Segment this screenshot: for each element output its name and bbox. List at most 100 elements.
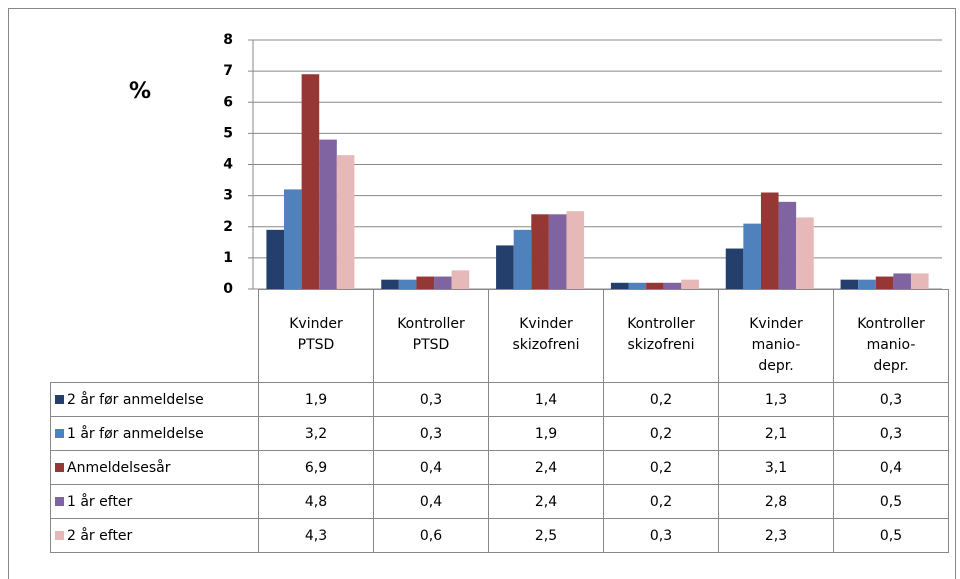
bar — [858, 279, 876, 289]
legend-key — [55, 462, 64, 472]
value-cell: 0,4 — [373, 484, 489, 519]
value-cell: 1,9 — [258, 382, 374, 417]
y-tick-label: 8 — [223, 32, 233, 48]
legend-key — [55, 394, 64, 404]
chart-frame — [8, 8, 956, 579]
value-cell: 3,1 — [718, 450, 834, 485]
bar — [681, 279, 699, 289]
bar — [451, 270, 470, 289]
bar — [893, 273, 911, 289]
legend-cell: 2 år efter — [50, 518, 259, 553]
bar — [398, 279, 417, 289]
bar — [646, 282, 664, 289]
bar — [610, 282, 629, 289]
category-label: Kvinder PTSD — [289, 316, 343, 353]
bar — [531, 214, 549, 289]
legend-cell: 2 år før anmeldelse — [50, 382, 259, 417]
bar — [434, 276, 452, 289]
legend-label: 1 år efter — [67, 493, 133, 510]
bar — [284, 189, 302, 289]
value-cell: 0,2 — [603, 484, 719, 519]
bar — [875, 276, 894, 289]
bar — [743, 223, 761, 289]
legend-label: 2 år efter — [67, 527, 133, 544]
bar — [513, 229, 532, 289]
table-row: Anmeldelsesår 6,9 0,4 2,4 0,2 3,1 0,4 — [50, 450, 949, 485]
legend-cell: Anmeldelsesår — [50, 450, 259, 485]
bar — [663, 282, 682, 289]
category-label: Kvinder skizofreni — [512, 316, 580, 353]
table-row: 2 år efter 4,3 0,6 2,5 0,3 2,3 0,5 — [50, 518, 949, 553]
value-cell: 2,5 — [488, 518, 604, 553]
value-cell: 0,6 — [373, 518, 489, 553]
bar — [725, 248, 744, 289]
value-cell: 0,2 — [603, 416, 719, 451]
value-cell: 2,4 — [488, 484, 604, 519]
value-cell: 1,4 — [488, 382, 604, 417]
value-cell: 0,3 — [373, 382, 489, 417]
y-tick-label: 2 — [223, 219, 233, 235]
value-cell: 2,4 — [488, 450, 604, 485]
bar — [336, 155, 355, 289]
bar — [566, 211, 585, 289]
bar — [301, 74, 320, 289]
bar — [548, 214, 567, 289]
table-header-row: Kvinder PTSD Kontroller PTSD Kvinder skizo… — [50, 289, 949, 383]
legend-key — [55, 496, 64, 506]
bar — [910, 273, 929, 289]
y-tick-label: 7 — [223, 63, 233, 79]
category-label: Kontroller PTSD — [397, 316, 465, 353]
bar — [416, 276, 435, 289]
legend-cell: 1 år efter — [50, 484, 259, 519]
value-cell: 0,4 — [373, 450, 489, 485]
bar — [381, 279, 399, 289]
category-cell: Kontroller manio-depr. — [833, 289, 949, 383]
value-cell: 0,4 — [833, 450, 949, 485]
blank-cell — [50, 289, 259, 383]
y-tick-label: 6 — [223, 94, 233, 110]
legend-key — [55, 428, 64, 438]
bar — [796, 217, 814, 289]
bar — [778, 201, 797, 289]
legend-label: 1 år før anmeldelse — [67, 425, 204, 442]
data-table: Kvinder PTSD Kontroller PTSD Kvinder skizo… — [50, 289, 949, 553]
bar — [496, 245, 514, 289]
category-label: Kvinder manio-depr. — [749, 316, 803, 374]
y-tick-label: 5 — [223, 125, 233, 141]
category-label: Kontroller skizofreni — [627, 316, 695, 353]
value-cell: 6,9 — [258, 450, 374, 485]
bar — [266, 229, 285, 289]
y-tick-label: 0 — [223, 281, 233, 297]
legend-label: Anmeldelsesår — [67, 459, 171, 476]
value-cell: 0,5 — [833, 484, 949, 519]
value-cell: 4,3 — [258, 518, 374, 553]
y-tick-label: 3 — [223, 188, 233, 204]
table-row: 1 år før anmeldelse 3,2 0,3 1,9 0,2 2,1 0,3 — [50, 416, 949, 451]
category-label: Kontroller manio-depr. — [857, 316, 925, 374]
y-tick-label: 1 — [223, 250, 233, 266]
value-cell: 1,3 — [718, 382, 834, 417]
table-row: 2 år før anmeldelse 1,9 0,3 1,4 0,2 1,3 0,3 — [50, 382, 949, 417]
category-cell: Kvinder PTSD — [258, 289, 374, 383]
value-cell: 0,2 — [603, 450, 719, 485]
category-cell: Kontroller skizofreni — [603, 289, 719, 383]
value-cell: 0,3 — [833, 382, 949, 417]
legend-cell: 1 år før anmeldelse — [50, 416, 259, 451]
value-cell: 0,3 — [373, 416, 489, 451]
value-cell: 1,9 — [488, 416, 604, 451]
y-tick-label: 4 — [223, 157, 233, 173]
value-cell: 0,5 — [833, 518, 949, 553]
category-cell: Kvinder skizofreni — [488, 289, 604, 383]
category-cell: Kvinder manio-depr. — [718, 289, 834, 383]
bar — [319, 139, 337, 289]
y-axis-label: % — [129, 79, 151, 104]
category-cell: Kontroller PTSD — [373, 289, 489, 383]
bar — [840, 279, 859, 289]
table-row: 1 år efter 4,8 0,4 2,4 0,2 2,8 0,5 — [50, 484, 949, 519]
value-cell: 4,8 — [258, 484, 374, 519]
value-cell: 3,2 — [258, 416, 374, 451]
bar — [628, 282, 647, 289]
value-cell: 0,3 — [603, 518, 719, 553]
